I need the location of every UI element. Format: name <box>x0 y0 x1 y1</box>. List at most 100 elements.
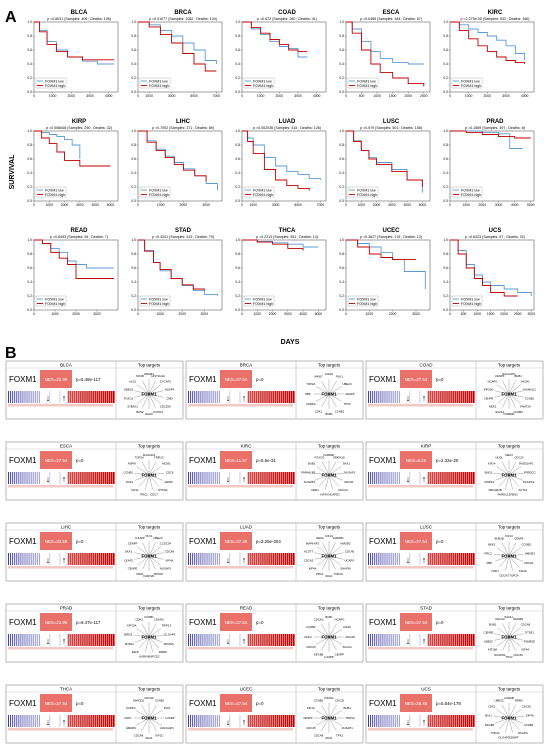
barcode-mark <box>429 391 432 403</box>
legend-label-high: FOXM1 high <box>357 84 377 88</box>
x-tick-label: 1000 <box>156 312 164 316</box>
barcode-mark <box>290 715 293 727</box>
barcode-mark <box>370 634 372 646</box>
km-frame <box>449 130 535 202</box>
target-gene-label: CDCA3 <box>499 573 509 577</box>
km-line-low <box>34 239 114 269</box>
target-gene-label: NUSAP1 <box>342 726 354 730</box>
barcode-mark <box>206 715 208 727</box>
target-gene-label: STBAS1 <box>127 405 138 409</box>
barcode-mark <box>90 472 92 484</box>
barcode-mark <box>196 715 198 727</box>
target-gene-label: SGOL1 <box>495 410 505 414</box>
barcode-mark <box>454 553 457 565</box>
barcode-mark <box>104 715 107 727</box>
barcode-mark <box>12 553 14 565</box>
network-hub-label: FOXM1 <box>141 392 157 397</box>
barcode-mark <box>216 634 218 646</box>
barcode-mark <box>30 634 32 646</box>
target-gene-label: KIF24 <box>488 462 496 466</box>
network-edge <box>136 628 150 638</box>
x-tick-label: 0 <box>241 94 243 98</box>
barcode-mark <box>200 715 202 727</box>
barcode-mark <box>253 391 256 403</box>
target-gene-label: SKA1 <box>485 714 493 718</box>
barcode-mark <box>94 715 97 727</box>
barcode-mark <box>102 634 105 646</box>
barcode-mark <box>290 391 293 403</box>
barcode-mark <box>110 553 113 565</box>
barcode-mark <box>398 472 400 484</box>
rank-gradient <box>368 566 473 569</box>
km-legend <box>35 295 67 307</box>
barcode-mark <box>409 715 411 727</box>
target-gene-label: SMO1 <box>484 471 492 475</box>
barcode-mark <box>280 391 283 403</box>
barcode-mark <box>372 553 374 565</box>
gene-name: FOXM1 <box>9 699 37 708</box>
barcode-mark <box>462 634 465 646</box>
network-edge <box>328 629 343 638</box>
barcode-mark <box>190 391 192 403</box>
target-gene-label: FAM83D <box>524 640 535 644</box>
barcode-mark <box>264 715 266 727</box>
barcode-mark <box>67 391 70 403</box>
barcode-mark <box>204 472 206 484</box>
barcode-mark <box>394 715 396 727</box>
barcode-mark <box>419 715 421 727</box>
barcode-mark <box>32 634 34 646</box>
barcode-mark <box>16 634 18 646</box>
barcode-mark <box>34 391 36 403</box>
barcode-mark <box>239 715 241 727</box>
km-frame <box>137 130 223 202</box>
x-tick-label: 3000 <box>294 94 302 98</box>
barcode-mark <box>468 472 471 484</box>
barcode-mark <box>374 472 376 484</box>
barcode-mark <box>104 391 107 403</box>
legend-label-low: FOXM1 low <box>45 79 64 83</box>
barcode-mark <box>284 634 287 646</box>
target-gene-label: TRIP13 <box>162 624 172 628</box>
barcode-mark <box>49 634 51 646</box>
barcode-mark <box>458 391 461 403</box>
barcode-mark <box>448 715 450 727</box>
target-gene-label: CYCAP1 <box>160 380 172 384</box>
barcode-mark <box>448 553 450 565</box>
km-title: KIRC <box>488 10 503 16</box>
barcode-mark <box>200 391 202 403</box>
barcode-mark <box>18 553 20 565</box>
barcode-mark <box>272 391 275 403</box>
target-gene-label: SNAPIN <box>340 567 350 571</box>
target-gene-label: CDC45 <box>345 550 355 554</box>
barcode-mark <box>113 553 115 565</box>
barcode-mark <box>94 391 97 403</box>
network-edge <box>328 704 337 719</box>
barcode-mark <box>212 634 214 646</box>
target-gene-label: CDC45 <box>514 653 524 657</box>
target-gene-label: ALS1 <box>129 380 136 384</box>
barcode-mark <box>466 634 469 646</box>
barcode-mark <box>20 715 22 727</box>
target-gene-label: CCNB2 <box>306 625 316 629</box>
network-edge <box>314 552 330 557</box>
network-edge <box>508 636 521 647</box>
legend-label-high: FOXM1 high <box>149 193 169 197</box>
barcode-mark <box>276 391 279 403</box>
y-tick-label: 0.4 <box>27 62 32 66</box>
target-gene-label: NEK4 <box>505 453 513 457</box>
barcode-mark <box>212 391 214 403</box>
barcode-mark <box>386 472 388 484</box>
network-edge <box>328 393 337 408</box>
target-gene-label: CDC20 <box>514 455 524 459</box>
target-gene-label: AURKA <box>139 654 149 658</box>
barcode-mark <box>390 553 392 565</box>
barcode-mark <box>470 634 473 646</box>
barcode-mark <box>466 391 469 403</box>
barcode-mark <box>390 472 392 484</box>
target-gene-label: KIF2C <box>343 625 351 629</box>
barcode-mark <box>280 634 283 646</box>
network-edge <box>328 717 337 732</box>
gene-name: FOXM1 <box>189 375 217 384</box>
